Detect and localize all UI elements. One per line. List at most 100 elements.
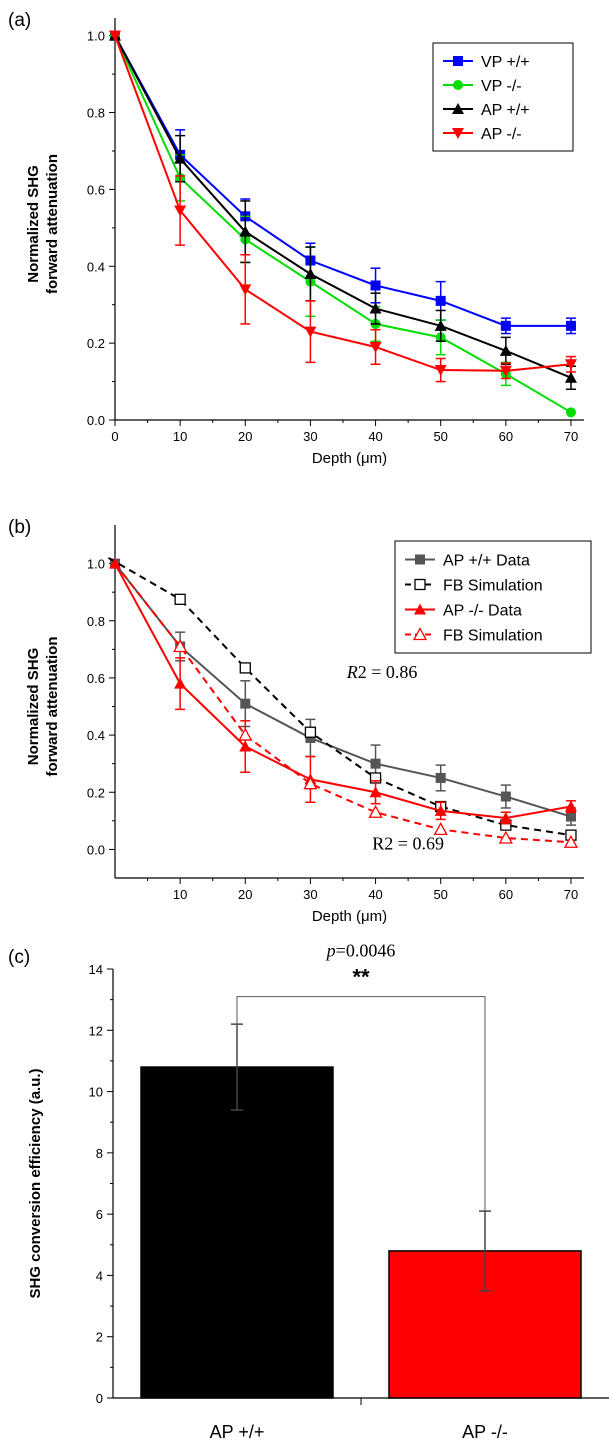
legend: VP +/+ VP -/- AP +/+ AP -/-	[432, 42, 574, 152]
legend-swatch-marker	[415, 554, 425, 565]
series-line	[114, 35, 572, 379]
y-tick-label: 0	[96, 1391, 103, 1406]
category-label: AP +/+	[210, 1422, 265, 1441]
y-axis-title-line2: forward attenuation	[44, 154, 61, 294]
y-tick-label: 12	[89, 1023, 103, 1038]
data-point	[435, 772, 446, 783]
legend-swatch-marker	[414, 603, 426, 615]
y-tick-label: 14	[89, 962, 103, 977]
x-tick-label: 30	[303, 887, 317, 902]
legend-swatch-marker	[414, 578, 426, 591]
data-point	[564, 800, 577, 812]
data-point	[434, 365, 447, 377]
y-tick-label: 0.6	[87, 182, 105, 197]
legend-swatch-marker	[412, 627, 428, 641]
legend-label: AP -/-	[481, 126, 522, 143]
y-tick-label: 0.0	[87, 413, 105, 428]
legend-label: FB Simulation	[443, 578, 543, 595]
p-value-text: =0.0046	[336, 941, 396, 961]
r2-annotation-value: 2 = 0.86	[358, 662, 418, 682]
legend-swatch-marker	[453, 56, 463, 66]
series-3	[109, 30, 577, 383]
data-point	[109, 30, 121, 42]
x-tick-label: 50	[433, 429, 447, 444]
x-tick-label: 60	[499, 887, 513, 902]
data-point	[304, 267, 317, 279]
panel-label: (c)	[8, 947, 30, 968]
legend-swatch-marker	[452, 128, 464, 139]
data-point	[240, 698, 251, 709]
y-axis-title-line1: Normalized SHG	[25, 648, 42, 766]
data-point	[303, 776, 318, 790]
data-point	[239, 662, 251, 674]
y-tick-label: 4	[96, 1268, 103, 1283]
panel-label: (b)	[8, 517, 31, 538]
series-line	[114, 562, 572, 844]
y-tick-label: 0.2	[87, 785, 105, 800]
data-point	[499, 811, 512, 823]
y-axis-title: SHG conversion efficiency (a.u.)	[27, 1068, 44, 1298]
data-point	[174, 677, 187, 689]
data-point	[564, 371, 577, 383]
panel-c: (c) 0 2 4 6 8 10 12 14 SHG conversion efficiency …	[8, 941, 609, 1442]
x-tick-label: 20	[238, 429, 252, 444]
series-3	[114, 562, 579, 848]
data-point	[174, 593, 186, 605]
y-tick-label: 0.0	[87, 842, 105, 857]
data-point	[500, 320, 511, 331]
legend-label: AP +/+	[481, 102, 530, 119]
y-tick-label: 0.2	[87, 336, 105, 351]
data-point	[239, 740, 252, 752]
y-axis-title-line2: forward attenuation	[44, 636, 61, 776]
data-point	[369, 786, 382, 798]
data-point	[565, 811, 576, 822]
r2-annotation-value: 2 = 0.69	[384, 833, 444, 853]
x-tick-label: 40	[368, 887, 382, 902]
legend-swatch-marker	[453, 80, 463, 90]
data-point	[433, 822, 448, 836]
panel-a: (a) 0 10 20 30 40 50 60 70 0.0 0.2 0.4 0.6 0.8 1.0 Dept…	[8, 10, 584, 467]
y-tick-label: 8	[96, 1146, 103, 1161]
y-tick-label: 6	[96, 1207, 103, 1222]
x-tick-label: 60	[499, 429, 513, 444]
series-line	[107, 557, 572, 837]
x-tick-label: 10	[173, 887, 187, 902]
data-point	[565, 320, 576, 331]
y-tick-label: 0.8	[87, 106, 105, 121]
r2-annotation-prefix: R	[346, 662, 358, 682]
x-tick-label: 70	[564, 887, 578, 902]
p-value: p=0.0046	[325, 941, 396, 961]
data-point	[368, 804, 383, 818]
x-axis-title: Depth (μm)	[312, 450, 387, 467]
x-axis-title: Depth (μm)	[312, 908, 387, 925]
data-point	[564, 359, 577, 371]
legend: AP +/+ Data FB Simulation AP -/- Data FB Si…	[394, 540, 592, 654]
data-point	[369, 341, 382, 353]
data-point	[370, 280, 381, 291]
y-axis-title-line1: Normalized SHG	[25, 165, 42, 283]
data-point	[499, 344, 512, 356]
data-point	[500, 791, 511, 802]
data-point	[435, 295, 446, 306]
legend-label: FB Simulation	[443, 628, 543, 645]
x-tick-label: 50	[433, 887, 447, 902]
r2-annotation-prefix: R	[372, 833, 384, 853]
x-tick-label: 10	[173, 429, 187, 444]
y-tick-label: 0.4	[87, 728, 105, 743]
y-tick-label: 1.0	[87, 557, 105, 572]
y-tick-label: 2	[96, 1330, 103, 1345]
legend-label: VP +/+	[481, 54, 530, 71]
data-point	[174, 152, 187, 164]
data-point	[173, 639, 188, 653]
series-line	[114, 563, 572, 819]
r2-annotation: R2 = 0.86	[346, 662, 418, 682]
data-point	[563, 834, 579, 848]
legend-label: AP +/+ Data	[443, 553, 530, 570]
series-line	[114, 562, 572, 818]
y-tick-label: 0.8	[87, 614, 105, 629]
x-tick-label: 40	[368, 429, 382, 444]
data-point	[498, 830, 513, 844]
series-2	[109, 557, 577, 825]
legend-label: VP -/-	[481, 78, 522, 95]
